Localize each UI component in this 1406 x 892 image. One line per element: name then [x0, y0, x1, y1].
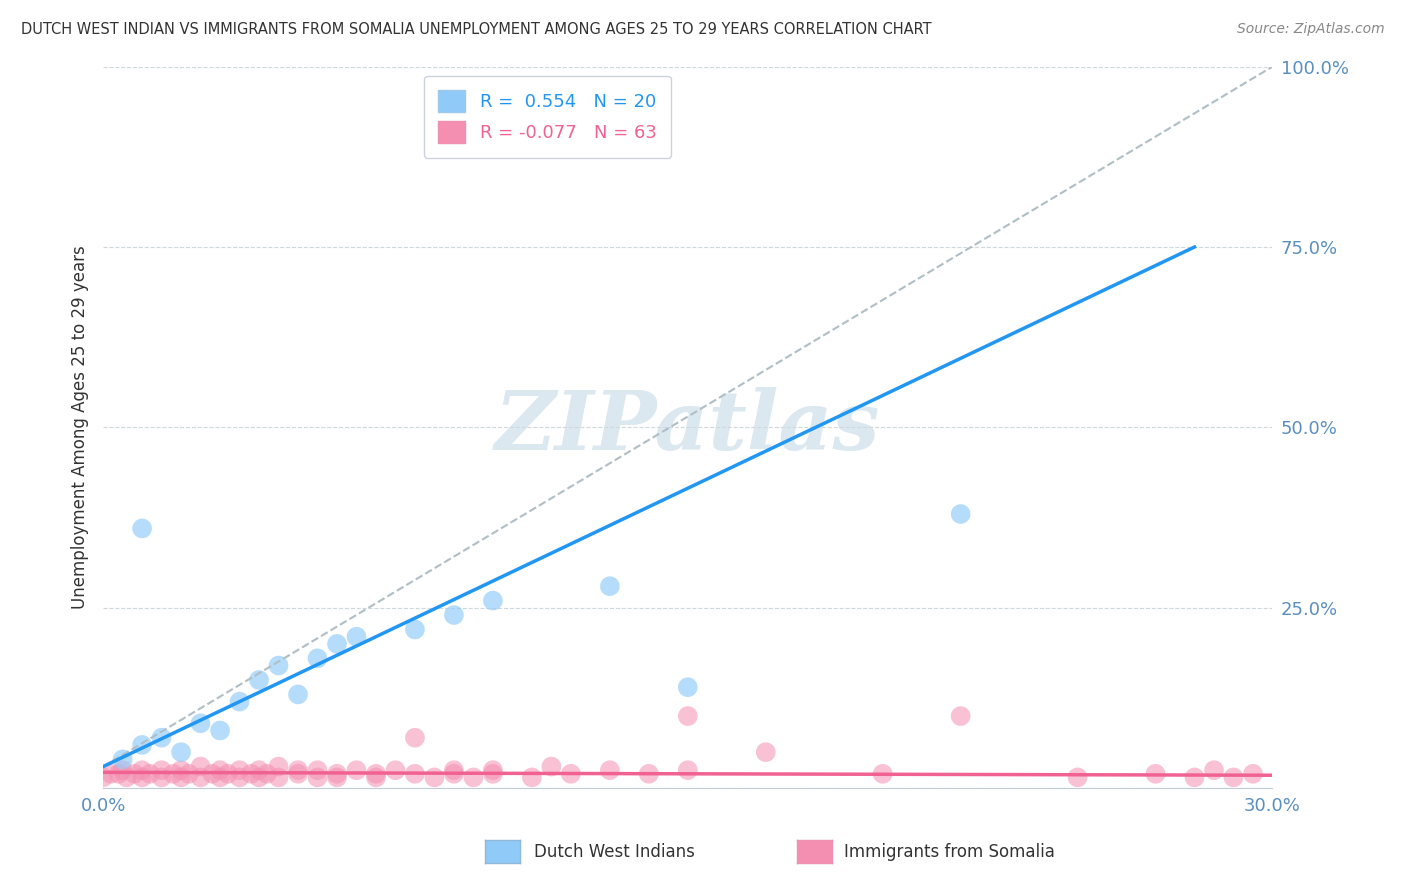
Point [1184, 771, 1206, 785]
Point [384, 763, 406, 777]
Point [676, 763, 699, 777]
Point [1202, 763, 1225, 777]
Point [520, 771, 543, 785]
Point [170, 771, 193, 785]
Point [267, 759, 290, 773]
Point [115, 771, 138, 785]
Point [326, 766, 349, 780]
Point [287, 766, 309, 780]
Point [91, 771, 114, 785]
Point [287, 763, 309, 777]
Y-axis label: Unemployment Among Ages 25 to 29 years: Unemployment Among Ages 25 to 29 years [72, 245, 89, 609]
Point [170, 745, 193, 759]
Text: Immigrants from Somalia: Immigrants from Somalia [844, 843, 1054, 861]
Point [443, 766, 465, 780]
Point [177, 766, 200, 780]
Point [267, 658, 290, 673]
Point [404, 731, 426, 745]
Point [1241, 766, 1264, 780]
Point [228, 695, 250, 709]
Point [599, 579, 621, 593]
Point [228, 771, 250, 785]
Point [131, 521, 153, 535]
Point [1066, 771, 1088, 785]
Point [482, 766, 505, 780]
Point [190, 759, 212, 773]
Point [139, 766, 162, 780]
Point [482, 593, 505, 607]
Point [482, 763, 505, 777]
Point [346, 763, 368, 777]
Point [872, 766, 894, 780]
Point [267, 771, 290, 785]
Point [201, 766, 224, 780]
Point [676, 709, 699, 723]
Point [755, 745, 778, 759]
Point [599, 763, 621, 777]
Point [326, 771, 349, 785]
Point [240, 766, 263, 780]
Point [100, 766, 122, 780]
Point [217, 766, 239, 780]
Text: Dutch West Indians: Dutch West Indians [534, 843, 695, 861]
Point [111, 763, 134, 777]
Point [326, 637, 349, 651]
Point [247, 763, 270, 777]
Point [209, 763, 232, 777]
Point [131, 738, 153, 752]
Point [190, 771, 212, 785]
Point [423, 771, 446, 785]
Point [111, 752, 134, 766]
Point [1144, 766, 1167, 780]
Text: DUTCH WEST INDIAN VS IMMIGRANTS FROM SOMALIA UNEMPLOYMENT AMONG AGES 25 TO 29 YE: DUTCH WEST INDIAN VS IMMIGRANTS FROM SOM… [21, 22, 932, 37]
Point [209, 771, 232, 785]
Point [150, 763, 173, 777]
Point [162, 766, 184, 780]
Point [150, 771, 173, 785]
Point [190, 716, 212, 731]
Point [560, 766, 582, 780]
Point [949, 709, 972, 723]
Point [228, 763, 250, 777]
Point [346, 630, 368, 644]
Text: Source: ZipAtlas.com: Source: ZipAtlas.com [1237, 22, 1385, 37]
Point [131, 763, 153, 777]
Point [124, 766, 146, 780]
Point [307, 763, 329, 777]
Point [404, 623, 426, 637]
Point [443, 763, 465, 777]
Point [107, 766, 129, 780]
Point [443, 608, 465, 623]
Point [404, 766, 426, 780]
Text: ZIPatlas: ZIPatlas [495, 387, 880, 467]
Point [463, 771, 485, 785]
Point [364, 766, 387, 780]
Point [949, 507, 972, 521]
Point [170, 763, 193, 777]
Point [637, 766, 659, 780]
Point [247, 673, 270, 687]
Point [256, 766, 278, 780]
Point [150, 731, 173, 745]
Point [247, 771, 270, 785]
Point [307, 771, 329, 785]
Legend: R =  0.554   N = 20, R = -0.077   N = 63: R = 0.554 N = 20, R = -0.077 N = 63 [423, 76, 671, 158]
Point [209, 723, 232, 738]
Point [287, 687, 309, 701]
Point [307, 651, 329, 665]
Point [364, 771, 387, 785]
Point [676, 680, 699, 694]
Point [540, 759, 562, 773]
Point [1222, 771, 1244, 785]
Point [131, 771, 153, 785]
